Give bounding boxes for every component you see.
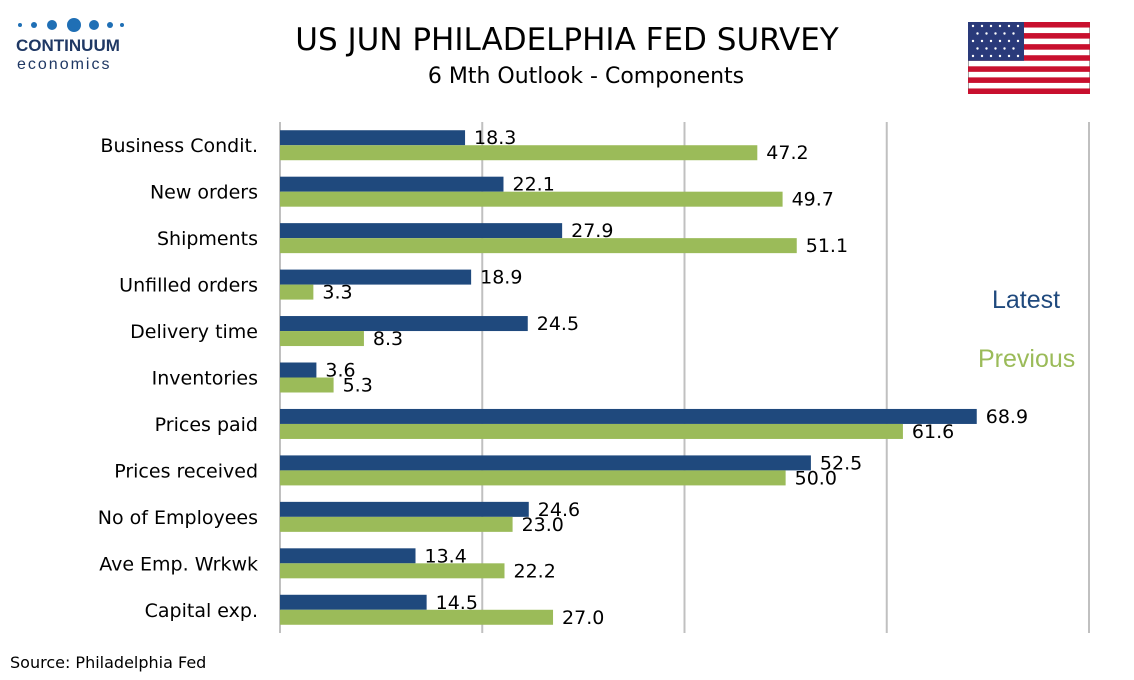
category-label: Unfilled orders (119, 275, 258, 297)
bar-previous (280, 423, 903, 439)
source-note: Source: Philadelphia Fed (10, 653, 207, 672)
bar-previous (280, 470, 786, 486)
bar-latest (280, 408, 977, 424)
logo-name: CONTINUUM (16, 36, 120, 55)
bar-previous (280, 516, 513, 532)
category-label: Business Condit. (100, 135, 258, 157)
category-label: New orders (150, 182, 258, 204)
bar-previous (280, 238, 797, 254)
data-label-previous: 50.0 (795, 467, 837, 489)
bar-previous (280, 145, 758, 161)
chart-subtitle: 6 Mth Outlook - Components (427, 64, 745, 89)
data-label-previous: 49.7 (792, 189, 834, 211)
category-label: Prices received (114, 460, 258, 482)
bar-previous (280, 563, 505, 579)
data-label-previous: 23.0 (522, 514, 564, 536)
bar-latest (280, 176, 504, 192)
category-label: Inventories (152, 368, 258, 390)
data-label-latest: 27.9 (571, 220, 613, 242)
legend-previous: Previous (978, 345, 1076, 373)
logo: CONTINUUM economics (14, 14, 134, 76)
bar-latest (280, 362, 317, 378)
legend-latest: Latest (992, 286, 1061, 314)
data-label-latest: 24.5 (537, 313, 579, 335)
data-label-latest: 13.4 (425, 545, 467, 567)
data-label-previous: 8.3 (373, 328, 403, 350)
bar-previous (280, 284, 314, 300)
us-flag-icon (968, 22, 1090, 94)
data-label-latest: 3.6 (325, 360, 355, 382)
data-label-previous: 3.3 (322, 282, 352, 304)
data-label-previous: 27.0 (562, 607, 604, 629)
data-label-previous: 61.6 (912, 421, 954, 443)
logo-subtitle: economics (17, 56, 112, 73)
bar-previous (280, 609, 554, 625)
data-label-latest: 24.6 (538, 499, 580, 521)
category-label: Prices paid (155, 414, 258, 436)
data-label-previous: 22.2 (513, 560, 555, 582)
category-label: Delivery time (130, 321, 258, 343)
bar-previous (280, 377, 334, 393)
bar-latest (280, 130, 466, 146)
logo-dots-icon (18, 18, 124, 32)
data-label-previous: 5.3 (343, 375, 373, 397)
bar-latest (280, 269, 472, 285)
data-label-latest: 68.9 (986, 406, 1028, 428)
category-label: No of Employees (98, 507, 258, 529)
category-label: Ave Emp. Wrkwk (99, 553, 258, 575)
data-label-latest: 18.3 (474, 127, 516, 149)
bar-latest (280, 223, 563, 239)
category-label: Capital exp. (145, 600, 258, 622)
data-label-latest: 52.5 (820, 452, 862, 474)
category-label: Shipments (157, 228, 258, 250)
bar-latest (280, 594, 427, 610)
data-label-latest: 22.1 (512, 174, 554, 196)
data-label-latest: 14.5 (436, 592, 478, 614)
data-label-previous: 51.1 (806, 235, 848, 257)
chart-title: US JUN PHILADELPHIA FED SURVEY (295, 22, 839, 58)
data-label-previous: 47.2 (766, 142, 808, 164)
bar-latest (280, 501, 529, 517)
bar-previous (280, 191, 783, 207)
bar-latest (280, 455, 811, 471)
data-label-latest: 18.9 (480, 267, 522, 289)
bar-previous (280, 331, 364, 347)
bar-latest (280, 316, 528, 332)
bar-latest (280, 548, 416, 564)
